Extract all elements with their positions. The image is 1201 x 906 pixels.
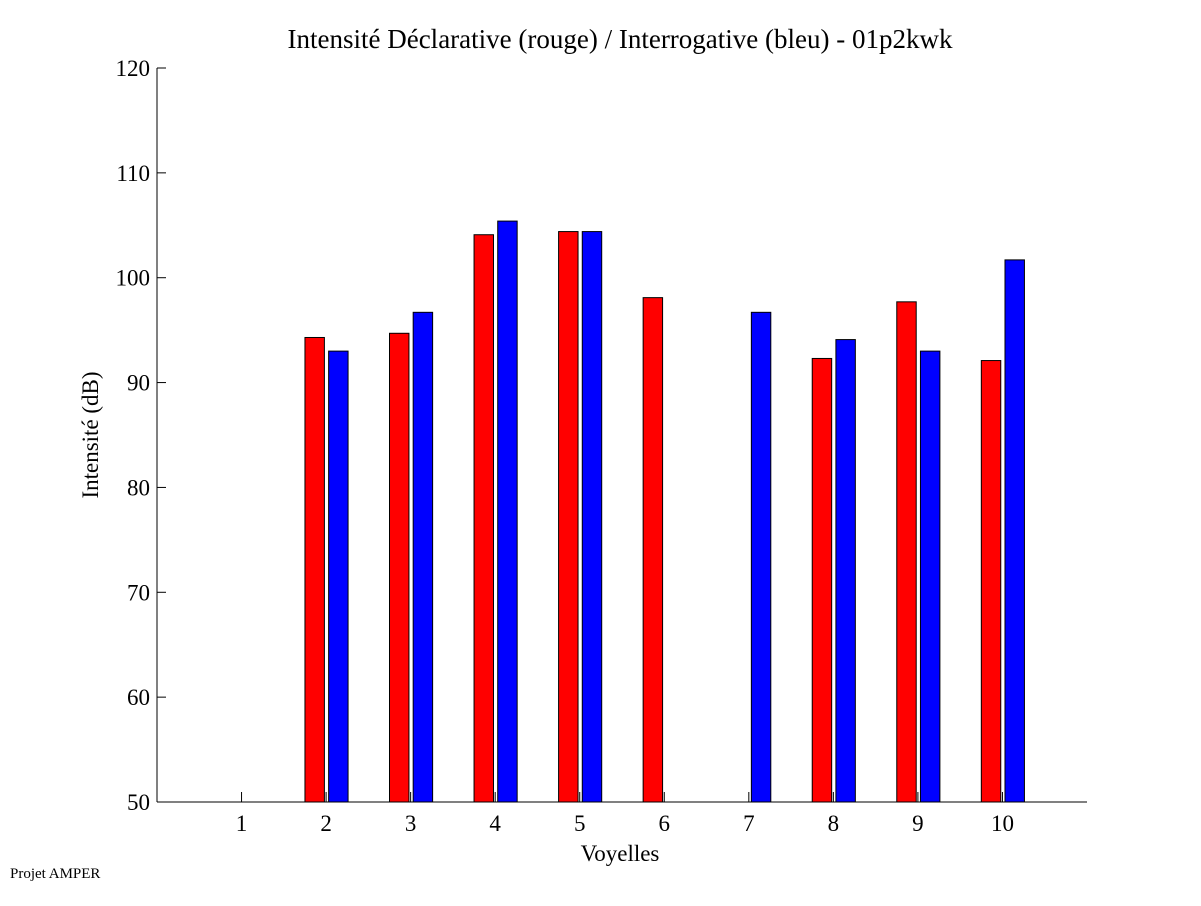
x-tick-label: 10 bbox=[991, 811, 1014, 836]
footer-label: Projet AMPER bbox=[10, 866, 100, 882]
y-tick-label: 60 bbox=[127, 685, 150, 710]
y-axis-label: Intensité (dB) bbox=[78, 371, 103, 498]
x-tick-label: 8 bbox=[828, 811, 840, 836]
x-tick-label: 7 bbox=[743, 811, 755, 836]
y-tick-label: 90 bbox=[127, 371, 150, 396]
x-tick-label: 3 bbox=[405, 811, 417, 836]
y-tick-label: 110 bbox=[116, 161, 150, 186]
y-tick-label: 120 bbox=[116, 56, 151, 81]
bar-interrogative-7 bbox=[750, 311, 772, 803]
bar-interrogative-8 bbox=[835, 339, 856, 803]
bar-declarative-6 bbox=[642, 297, 664, 803]
y-tick-label: 50 bbox=[127, 790, 150, 815]
x-tick-label: 9 bbox=[912, 811, 924, 836]
bar-interrogative-5 bbox=[581, 231, 603, 803]
bar-declarative-3 bbox=[389, 332, 410, 803]
x-axis-label: Voyelles bbox=[581, 841, 660, 866]
bar-interrogative-9 bbox=[919, 350, 941, 803]
bar-interrogative-2 bbox=[328, 350, 349, 803]
bar-declarative-10 bbox=[980, 360, 1002, 803]
x-tick-label: 6 bbox=[659, 811, 671, 836]
x-tick-label: 4 bbox=[489, 811, 501, 836]
x-tick-label: 2 bbox=[320, 811, 332, 836]
bar-interrogative-3 bbox=[412, 311, 434, 803]
y-tick-label: 70 bbox=[127, 580, 150, 605]
x-tick-label: 5 bbox=[574, 811, 586, 836]
x-tick-label: 1 bbox=[236, 811, 248, 836]
bar-interrogative-4 bbox=[497, 220, 518, 803]
bar-declarative-4 bbox=[473, 234, 494, 803]
y-tick-label: 100 bbox=[116, 266, 151, 291]
y-tick-label: 80 bbox=[127, 475, 150, 500]
bar-declarative-5 bbox=[558, 231, 579, 803]
bar-declarative-9 bbox=[896, 301, 917, 803]
bar-declarative-2 bbox=[304, 336, 325, 803]
bar-interrogative-10 bbox=[1004, 259, 1025, 803]
bar-declarative-8 bbox=[811, 357, 833, 803]
chart-title: Intensité Déclarative (rouge) / Interrog… bbox=[288, 24, 953, 54]
